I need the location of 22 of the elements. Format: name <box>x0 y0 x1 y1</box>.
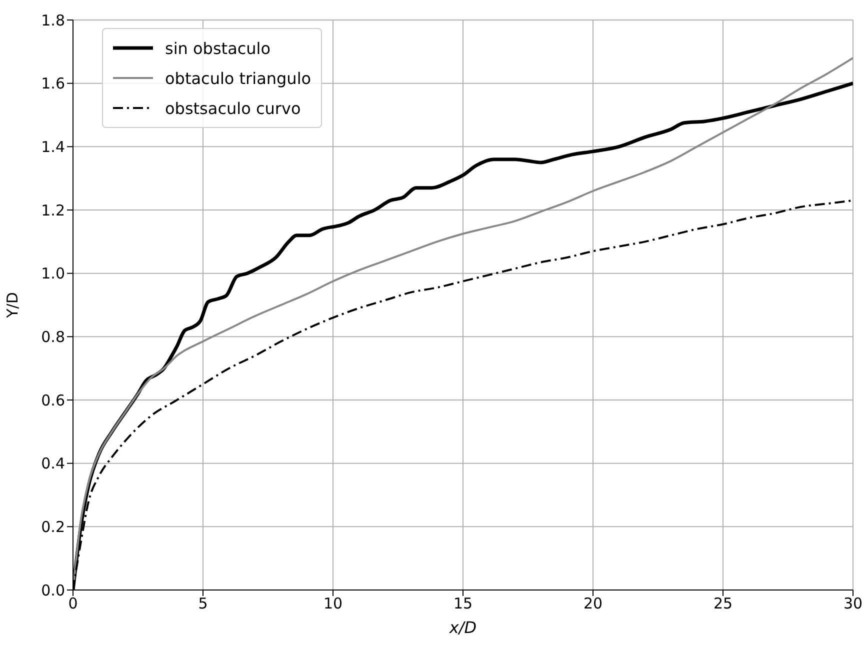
y-tick-label: 0.6 <box>41 391 65 410</box>
x-axis-title: x/D <box>448 618 477 637</box>
y-tick-label: 1.2 <box>41 201 65 220</box>
y-axis-title: Y/D <box>3 292 22 319</box>
y-tick-label: 0.2 <box>41 518 65 536</box>
x-tick-label: 5 <box>198 594 208 613</box>
y-tick-label: 0.0 <box>41 581 65 600</box>
x-tick-label: 30 <box>843 594 863 613</box>
x-tick-label: 10 <box>323 594 343 613</box>
y-tick-label: 0.8 <box>41 328 65 346</box>
y-tick-label: 1.8 <box>41 11 65 30</box>
x-tick-label: 20 <box>583 594 603 613</box>
x-tick-label: 15 <box>453 594 473 613</box>
legend-label: sin obstaculo <box>165 38 271 58</box>
x-tick-label: 25 <box>713 594 733 613</box>
y-tick-label: 1.6 <box>41 74 65 93</box>
y-tick-label: 1.0 <box>41 264 65 283</box>
legend-label: obtaculo triangulo <box>165 68 312 88</box>
y-tick-label: 1.4 <box>41 138 65 156</box>
y-tick-label: 0.4 <box>41 454 65 473</box>
legend-label: obstsaculo curvo <box>165 98 301 118</box>
x-tick-label: 0 <box>68 594 78 613</box>
